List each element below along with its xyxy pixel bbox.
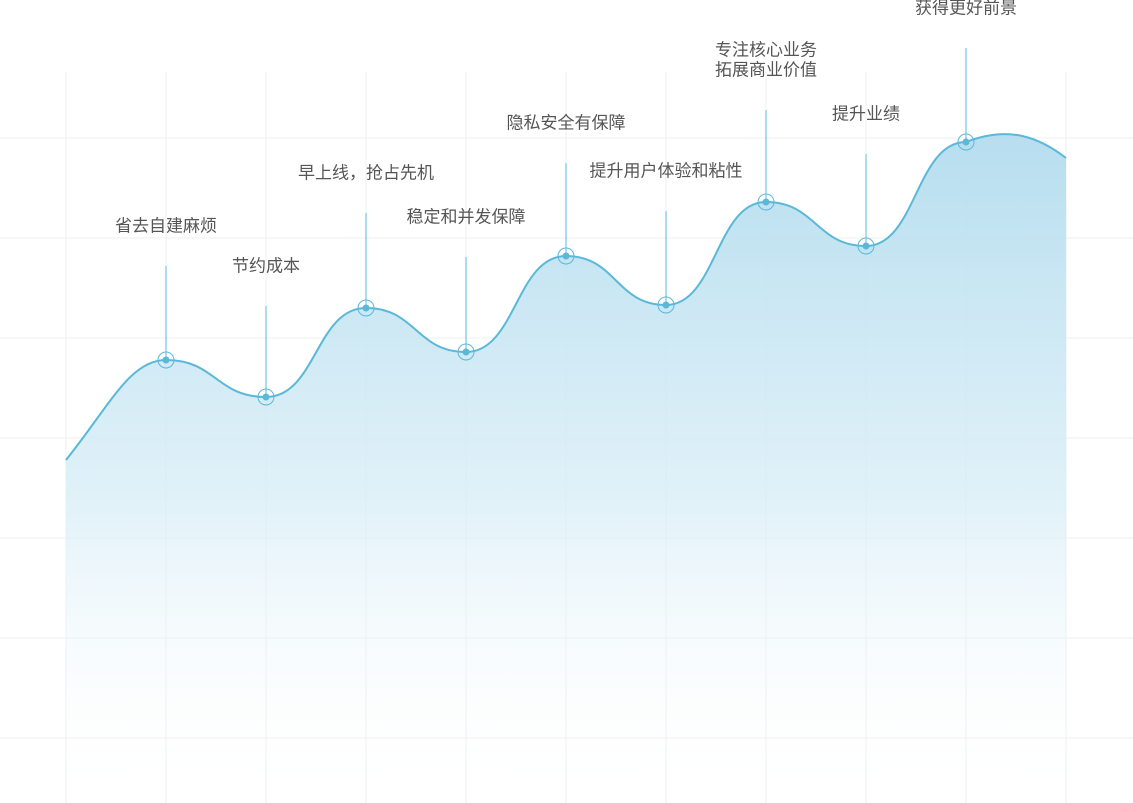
point bbox=[762, 198, 770, 206]
point bbox=[962, 138, 970, 146]
point-ring bbox=[157, 351, 175, 369]
point-ring bbox=[457, 343, 475, 361]
milestone-label: 节约成本 bbox=[232, 256, 300, 275]
point bbox=[162, 356, 170, 364]
milestone-label: 提升业绩 bbox=[832, 104, 900, 123]
milestone-label: 省去自建麻烦 bbox=[115, 216, 217, 235]
point bbox=[262, 393, 270, 401]
point-ring bbox=[657, 296, 675, 314]
point-ring bbox=[357, 299, 375, 317]
milestone-label: 早上线，抢占先机 bbox=[298, 163, 434, 182]
milestone-label: 获得更好前景 bbox=[915, 0, 1017, 17]
point-ring bbox=[957, 133, 975, 151]
point bbox=[462, 348, 470, 356]
point-ring bbox=[757, 193, 775, 211]
milestone-label: 隐私安全有保障 bbox=[507, 113, 626, 132]
milestone-label: 稳定和并发保障 bbox=[407, 207, 526, 226]
point-ring bbox=[857, 237, 875, 255]
point bbox=[862, 242, 870, 250]
milestone-label: 提升用户体验和粘性 bbox=[590, 161, 743, 180]
point-ring bbox=[257, 388, 275, 406]
milestone-label: 拓展商业价值 bbox=[715, 60, 817, 79]
point bbox=[362, 304, 370, 312]
milestone-label: 专注核心业务 bbox=[715, 40, 817, 59]
point-ring bbox=[557, 247, 575, 265]
area bbox=[66, 134, 1066, 803]
point bbox=[662, 301, 670, 309]
point bbox=[562, 252, 570, 260]
